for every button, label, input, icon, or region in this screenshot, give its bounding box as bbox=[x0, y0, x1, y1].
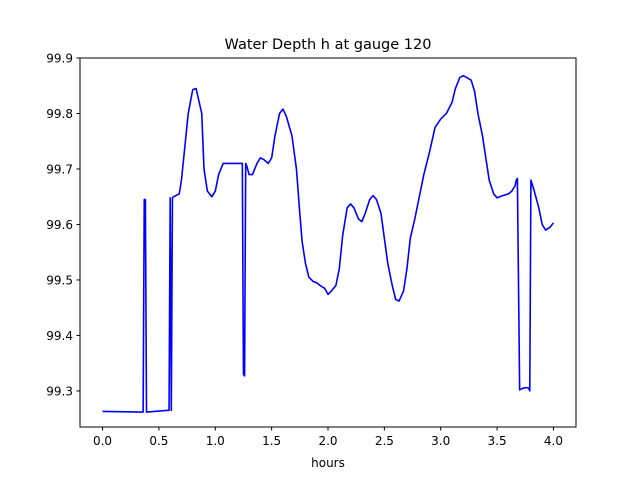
y-tick-label: 99.9 bbox=[46, 52, 73, 66]
x-tick-label: 2.5 bbox=[375, 434, 394, 448]
y-tick-label: 99.6 bbox=[46, 218, 73, 232]
x-tick-label: 0.5 bbox=[149, 434, 168, 448]
x-tick-label: 3.0 bbox=[431, 434, 450, 448]
x-tick-label: 2.0 bbox=[318, 434, 337, 448]
y-tick-label: 99.5 bbox=[46, 273, 73, 287]
x-tick-label: 0.0 bbox=[93, 434, 112, 448]
chart-title: Water Depth h at gauge 120 bbox=[225, 37, 432, 53]
y-tick-label: 99.8 bbox=[46, 107, 73, 121]
y-tick-label: 99.3 bbox=[46, 384, 73, 398]
y-tick-label: 99.7 bbox=[46, 162, 73, 176]
x-axis-label: hours bbox=[311, 456, 345, 470]
y-tick-label: 99.4 bbox=[46, 329, 73, 343]
plot-area-frame bbox=[79, 57, 577, 428]
x-tick-label: 1.0 bbox=[206, 434, 225, 448]
plot-lines bbox=[102, 74, 555, 413]
y-axis-ticks: 99.3 99.4 99.5 99.6 99.7 99.8 99.9 bbox=[46, 52, 80, 398]
x-tick-label: 4.0 bbox=[544, 434, 563, 448]
x-tick-label: 3.5 bbox=[488, 434, 507, 448]
x-tick-label: 1.5 bbox=[262, 434, 281, 448]
series-line bbox=[102, 74, 555, 413]
x-axis-ticks: 0.0 0.5 1.0 1.5 2.0 2.5 3.0 3.5 4.0 bbox=[93, 427, 563, 448]
